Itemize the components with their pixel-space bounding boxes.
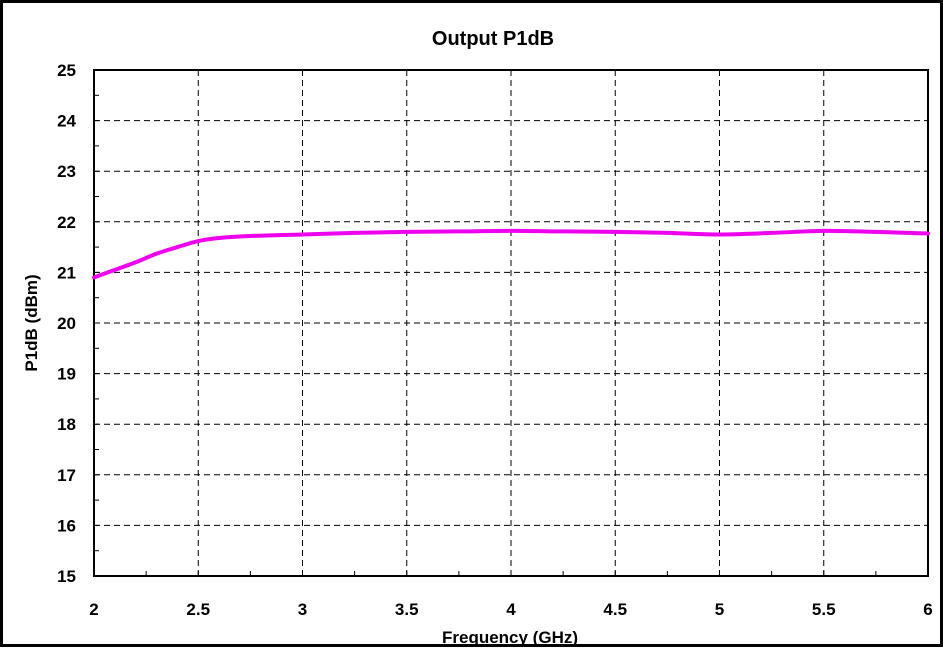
y-tick-label: 21 [57,263,76,282]
x-tick-labels: 2 2.5 3 3.5 4 4.5 5 5.5 6 [89,600,932,619]
y-tick-label: 18 [57,415,76,434]
y-tick-label: 24 [57,112,76,131]
y-tick-label: 16 [57,516,76,535]
y-tick-label: 20 [57,314,76,333]
y-tick-label: 19 [57,365,76,384]
x-tick-label: 4 [506,600,516,619]
y-tick-label: 17 [57,466,76,485]
chart-svg: Output P1dB 2 2.5 3 3.5 4 4.5 5 5.5 6 15 16 17 18 19… [22,28,933,647]
y-axis-label: P1dB (dBm) [22,274,41,371]
y-tick-label: 23 [57,162,76,181]
x-axis-label: Frequency (GHz) [442,628,578,647]
x-tick-label: 3.5 [395,600,419,619]
minor-tick-layer [93,69,929,577]
x-tick-label: 5.5 [812,600,836,619]
y-tick-labels: 15 16 17 18 19 20 21 22 23 24 25 [57,61,76,586]
x-tick-label: 3 [298,600,307,619]
series-line [92,228,930,280]
x-tick-label: 2 [89,600,98,619]
y-tick-label: 22 [57,213,76,232]
x-tick-label: 5 [715,600,724,619]
chart-title: Output P1dB [432,28,554,50]
x-tick-label: 2.5 [186,600,210,619]
y-tick-label: 25 [57,61,76,80]
x-tick-label: 4.5 [603,600,627,619]
grid-layer [94,70,928,576]
x-tick-label: 6 [923,600,932,619]
y-tick-label: 15 [57,567,76,586]
series-layer [92,228,930,280]
